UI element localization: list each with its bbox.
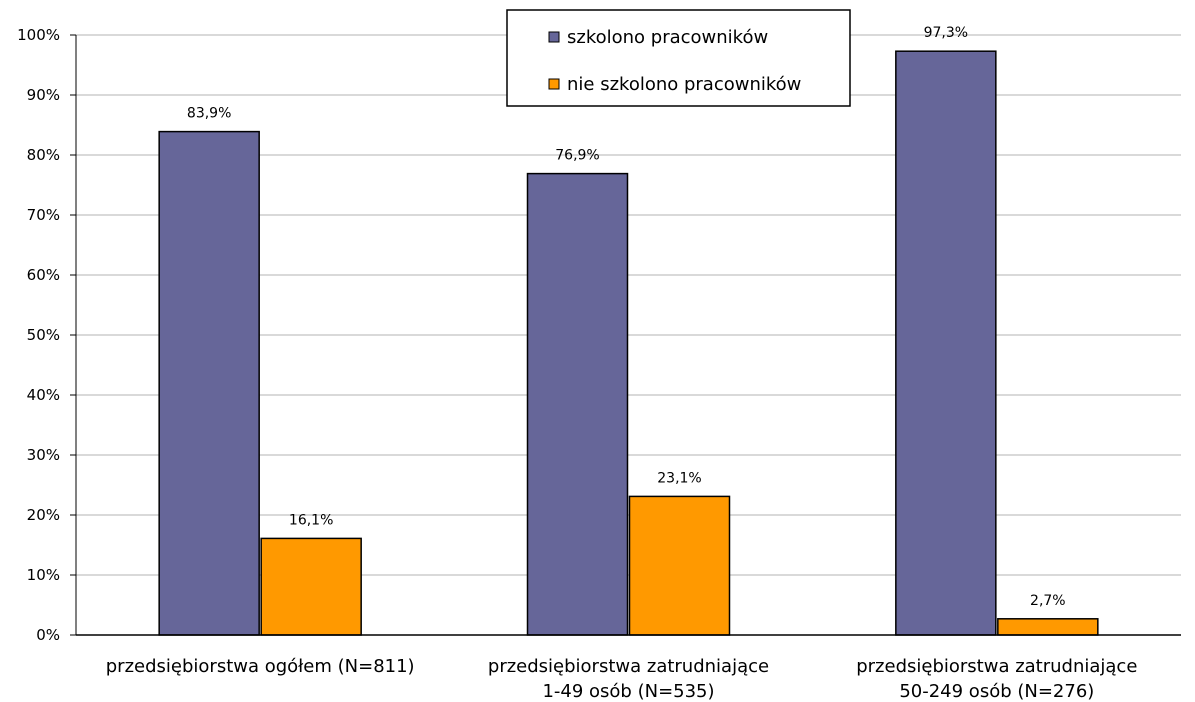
category-label: 50-249 osób (N=276): [899, 681, 1094, 702]
y-tick-label: 90%: [27, 86, 60, 104]
y-tick-label: 0%: [36, 626, 60, 644]
bar: [895, 50, 997, 636]
legend-label: nie szkolono pracowników: [567, 74, 801, 95]
category-label: przedsiębiorstwa zatrudniające: [488, 656, 769, 677]
legend: szkolono pracowników nie szkolono pracown…: [506, 9, 851, 107]
data-label: 97,3%: [924, 25, 968, 41]
data-label: 83,9%: [187, 106, 231, 122]
bars: 83,9% 16,1% 76,9% 23,1% 97,3% 2,7%: [158, 25, 1099, 636]
data-label: 16,1%: [289, 512, 333, 528]
y-axis: 0% 10% 20% 30% 40% 50% 60% 70% 80% 90% 100%: [17, 26, 77, 644]
y-tick-label: 100%: [17, 26, 60, 44]
legend-swatch: [548, 78, 560, 90]
data-label: 2,7%: [1030, 593, 1066, 609]
legend-swatch: [548, 31, 560, 43]
bar: [260, 537, 362, 636]
bar: [158, 130, 260, 636]
y-tick-label: 50%: [27, 326, 60, 344]
data-label: 23,1%: [657, 470, 701, 486]
legend-label: szkolono pracowników: [567, 27, 768, 48]
bar: [997, 618, 1099, 636]
x-axis: przedsiębiorstwa ogółem (N=811) przedsięb…: [76, 634, 1181, 702]
y-tick-label: 80%: [27, 146, 60, 164]
y-tick-label: 30%: [27, 446, 60, 464]
category-label: 1-49 osób (N=535): [542, 681, 714, 702]
category-label: przedsiębiorstwa ogółem (N=811): [106, 656, 415, 677]
bar: [628, 495, 731, 636]
bar: [526, 172, 629, 636]
y-tick-label: 60%: [27, 266, 60, 284]
data-label: 76,9%: [555, 148, 599, 164]
y-tick-label: 20%: [27, 506, 60, 524]
category-label: przedsiębiorstwa zatrudniające: [856, 656, 1137, 677]
legend-box: [506, 9, 851, 107]
y-tick-label: 10%: [27, 566, 60, 584]
y-tick-label: 40%: [27, 386, 60, 404]
y-tick-label: 70%: [27, 206, 60, 224]
